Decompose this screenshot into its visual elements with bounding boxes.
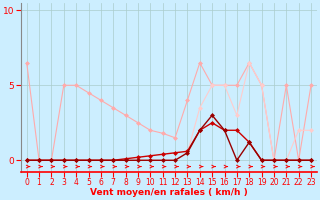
X-axis label: Vent moyen/en rafales ( km/h ): Vent moyen/en rafales ( km/h ) xyxy=(90,188,248,197)
